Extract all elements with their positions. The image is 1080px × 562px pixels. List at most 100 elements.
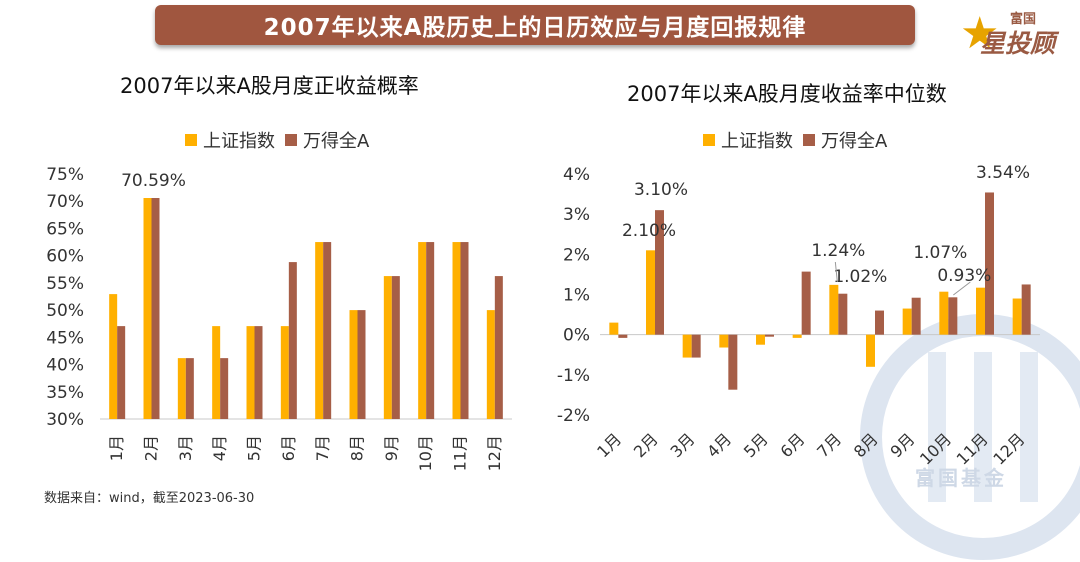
bar-shanghai [315, 242, 324, 419]
x-tick-label: 5月 [245, 435, 264, 461]
data-label: 1.02% [833, 267, 887, 287]
x-tick-label: 3月 [176, 435, 195, 461]
bar-wind [426, 242, 435, 419]
data-label: 1.07% [913, 243, 967, 263]
y-tick-label: 70% [46, 192, 84, 212]
x-tick-label: 7月 [813, 429, 845, 461]
bar-wind [391, 276, 400, 419]
bar-shanghai [486, 310, 495, 419]
bar-shanghai [1012, 298, 1022, 335]
chart1-plot: 30% 35% 40% 45% 50% 55% 60% 65% 70% 75% 1月 2月 3月 4月 5月… [46, 165, 512, 471]
bar-wind [838, 293, 848, 335]
bar-wind [985, 192, 994, 335]
data-label: 3.10% [634, 180, 688, 200]
legend-item-shanghai: 上证指数 [703, 127, 793, 153]
bar-shanghai [452, 242, 461, 419]
bar-wind [288, 262, 297, 419]
x-tick-label: 10月 [416, 435, 435, 471]
x-tick-label: 9月 [887, 429, 919, 461]
y-tick-label: 55% [46, 274, 84, 294]
x-tick-label: 7月 [313, 435, 332, 461]
leader-line [834, 261, 838, 283]
x-tick-label: 12月 [989, 429, 1028, 468]
legend-label-shanghai: 上证指数 [203, 131, 275, 152]
bar-wind [357, 310, 366, 419]
y-tick-label: 3% [563, 205, 590, 225]
bar-wind [911, 297, 921, 335]
bar-wind [691, 334, 701, 358]
x-tick-label: 3月 [667, 429, 699, 461]
bar-wind [254, 326, 263, 419]
x-tick-label: 6月 [279, 435, 298, 461]
legend-label-wind: 万得全A [303, 131, 370, 152]
x-tick-label: 8月 [850, 429, 882, 461]
y-tick-label: 45% [46, 328, 84, 348]
y-tick-label: 1% [563, 286, 590, 306]
data-label: 70.59% [121, 171, 186, 191]
legend-swatch-wind [285, 134, 297, 146]
banner-title: 2007年以来A股历史上的日历效应与月度回报规律 [263, 15, 807, 41]
bar-shanghai [902, 308, 912, 335]
bar-shanghai [212, 326, 221, 419]
y-tick-label: 65% [46, 219, 84, 239]
bar-wind [801, 271, 811, 335]
bar-shanghai [246, 326, 255, 419]
bar-wind [460, 242, 469, 419]
bar-wind [220, 358, 229, 419]
watermark-text: 富国基金 [915, 466, 1007, 490]
bar-shanghai [939, 291, 949, 335]
logo-small-text: 富国 [1010, 12, 1037, 27]
logo-big-text: 星投顾 [980, 29, 1056, 58]
bar-shanghai [792, 334, 802, 338]
bar-wind [151, 198, 160, 419]
bar-shanghai [719, 334, 729, 348]
x-tick-label: 9月 [382, 435, 401, 461]
bar-wind [765, 334, 774, 337]
x-tick-label: 2月 [630, 429, 662, 461]
bar-wind [185, 358, 194, 419]
legend-swatch-wind [803, 134, 815, 146]
y-tick-label: 35% [46, 383, 84, 403]
x-tick-label: 11月 [451, 435, 470, 471]
legend-item-shanghai: 上证指数 [185, 127, 275, 153]
bar-wind [323, 242, 332, 419]
y-tick-label: -2% [557, 406, 590, 426]
bar-shanghai [383, 276, 392, 419]
legend-item-wind: 万得全A [803, 127, 887, 153]
source-note: 数据来自：wind，截至2023-06-30 [44, 491, 255, 506]
x-tick-label: 1月 [593, 429, 625, 461]
chart1-title: 2007年以来A股月度正收益概率 [120, 74, 419, 98]
x-tick-label: 10月 [916, 429, 955, 468]
chart2-legend: 上证指数 万得全A [703, 127, 897, 153]
y-tick-label: 40% [46, 356, 84, 376]
legend-label-wind: 万得全A [821, 131, 888, 152]
y-tick-label: 30% [46, 410, 84, 430]
x-tick-label: 12月 [485, 435, 504, 471]
y-tick-label: -1% [557, 366, 590, 386]
y-tick-label: 75% [46, 165, 84, 185]
y-tick-label: 0% [563, 326, 590, 346]
bar-shanghai [829, 284, 839, 335]
legend-swatch-shanghai [703, 134, 715, 146]
leader-line [953, 281, 971, 296]
bar-shanghai [609, 322, 619, 335]
y-tick-label: 50% [46, 301, 84, 321]
bar-shanghai [177, 358, 186, 419]
bar-wind [618, 334, 628, 338]
bar-wind [948, 297, 958, 335]
x-tick-label: 4月 [703, 429, 735, 461]
bar-shanghai [280, 326, 289, 419]
data-label: 1.24% [811, 241, 865, 261]
y-tick-label: 60% [46, 247, 84, 267]
x-tick-label: 2月 [142, 435, 161, 461]
bar-shanghai [976, 287, 985, 335]
bar-shanghai [418, 242, 427, 419]
legend-item-wind: 万得全A [285, 127, 369, 153]
bar-shanghai [866, 334, 875, 367]
data-label: 2.10% [622, 221, 676, 241]
x-tick-label: 8月 [348, 435, 367, 461]
bar-wind [728, 334, 738, 390]
bar-shanghai [682, 334, 692, 358]
y-tick-label: 2% [563, 245, 590, 265]
data-label: 0.93% [937, 266, 991, 286]
